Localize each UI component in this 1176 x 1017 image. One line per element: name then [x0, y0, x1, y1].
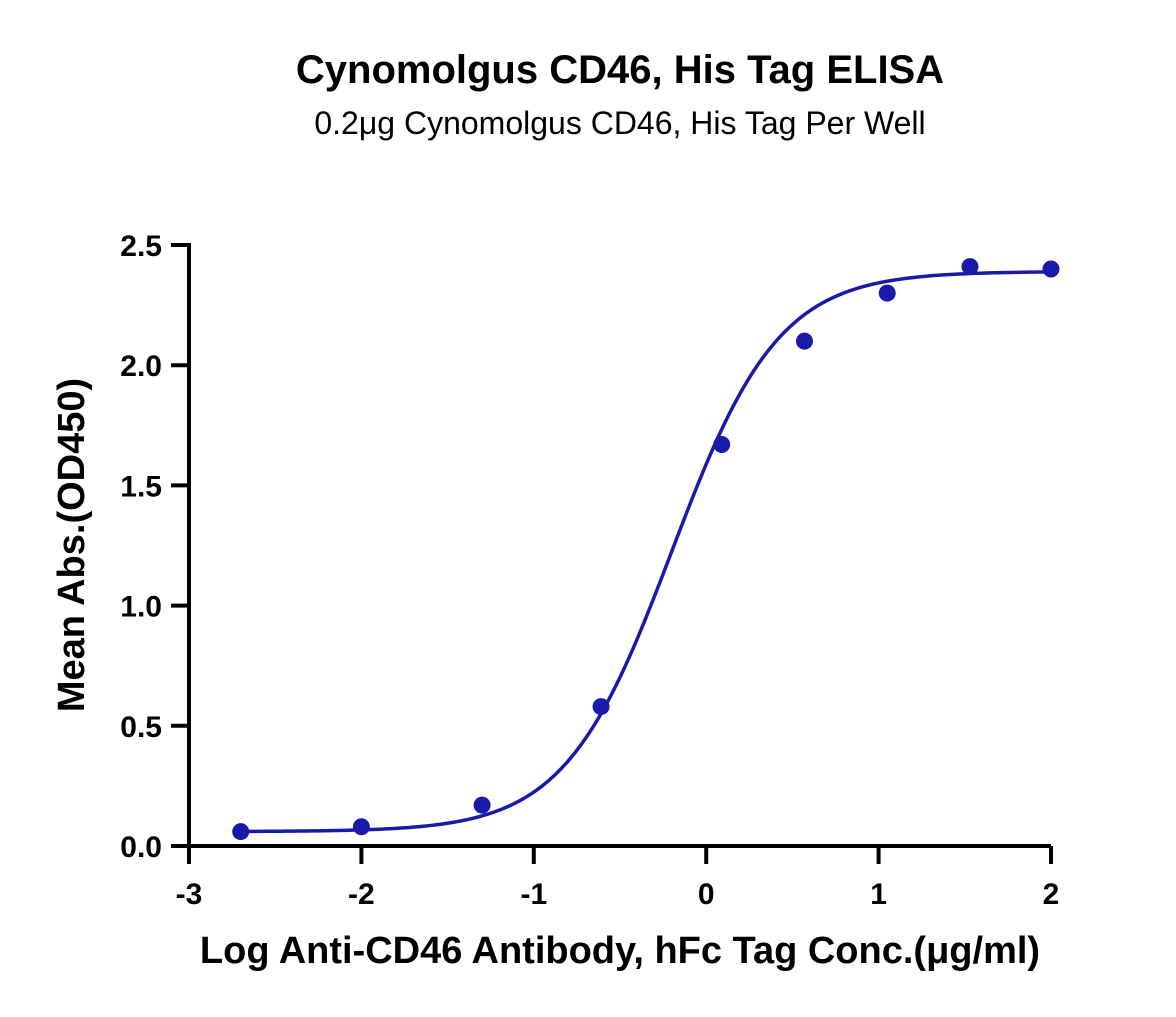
fit-curve [240, 270, 1052, 834]
y-tick-label: 2.5 [120, 230, 162, 263]
x-tick-label: 1 [870, 878, 887, 911]
x-axis-label: Log Anti-CD46 Antibody, hFc Tag Conc.(μg… [200, 930, 1040, 972]
chart-subtitle: 0.2μg Cynomolgus CD46, His Tag Per Well [314, 105, 925, 141]
data-point [232, 823, 250, 841]
data-point [352, 818, 370, 836]
data-points [232, 258, 1060, 841]
chart-title: Cynomolgus CD46, His Tag ELISA [296, 48, 944, 92]
data-point [961, 258, 979, 276]
y-tick-label: 0.0 [120, 831, 162, 864]
data-point [878, 284, 896, 302]
x-tick-label: -2 [348, 878, 375, 911]
y-tick-label: 1.5 [120, 470, 162, 503]
y-axis-label: Mean Abs.(OD450) [51, 378, 93, 712]
y-ticks: 0.0 0.5 1.0 1.5 2.0 2.5 [120, 230, 189, 864]
data-point [713, 436, 731, 454]
x-tick-label: 2 [1043, 878, 1060, 911]
data-point [1042, 260, 1060, 278]
x-tick-label: -1 [520, 878, 547, 911]
x-tick-label: -3 [176, 878, 203, 911]
x-ticks: -3 -2 -1 0 1 2 [176, 846, 1060, 911]
y-tick-label: 1.0 [120, 591, 162, 624]
data-point [795, 332, 813, 350]
y-tick-label: 2.0 [120, 350, 162, 383]
x-tick-label: 0 [698, 878, 715, 911]
data-point [473, 796, 491, 814]
data-point [592, 698, 610, 716]
y-tick-label: 0.5 [120, 711, 162, 744]
